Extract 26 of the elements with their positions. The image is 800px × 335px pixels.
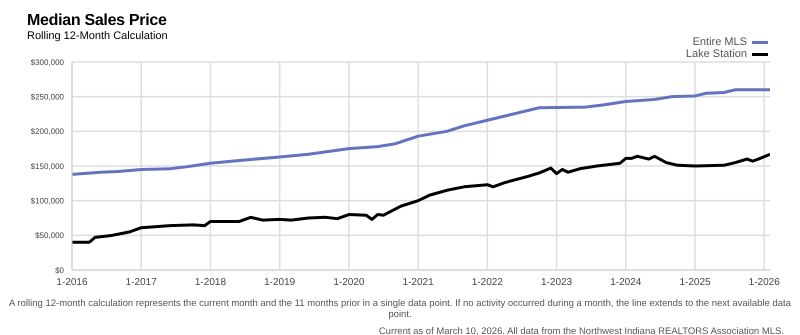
legend-label: Lake Station	[686, 48, 747, 60]
y-tick-label: $250,000	[30, 92, 65, 102]
line-series	[72, 88, 770, 176]
x-tick-label: 1-2022	[472, 277, 504, 288]
chart-title: Median Sales Price	[27, 12, 168, 30]
legend-label: Entire MLS	[692, 36, 747, 48]
x-tick-label: 1-2023	[540, 277, 573, 288]
line-series	[72, 152, 770, 244]
y-tick-label: $100,000	[30, 196, 65, 206]
chart-subtitle: Rolling 12-Month Calculation	[27, 30, 168, 42]
y-tick-label: $200,000	[30, 127, 65, 136]
x-tick-label: 1-2018	[194, 277, 226, 288]
x-tick-label: 1-2021	[402, 277, 434, 288]
x-tick-label: 1-2024	[610, 277, 642, 288]
text: A rolling 12-month calculation represents the current month and the 11 months prior in a single data point. If no activity occurred during a month, the line extends to the next available data point.	[8, 298, 792, 320]
x-tick-label: 1-2020	[333, 277, 365, 288]
x-tick-label: 1-2019	[264, 277, 296, 288]
x-tick-label: 1-2016	[56, 277, 88, 288]
y-tick-label: $50,000	[35, 231, 65, 240]
text: Current as of March 10, 2026. All data from the Northwest Indiana REALTORS Association MLS.	[378, 326, 785, 335]
x-tick-label: 1-2017	[126, 277, 158, 288]
y-tick-label: $300,000	[30, 58, 65, 67]
x-tick-label: 1-2025	[679, 277, 712, 288]
x-tick-label: 1-2026	[748, 277, 780, 288]
y-tick-label: $0	[55, 266, 65, 275]
y-tick-label: $150,000	[30, 162, 65, 171]
